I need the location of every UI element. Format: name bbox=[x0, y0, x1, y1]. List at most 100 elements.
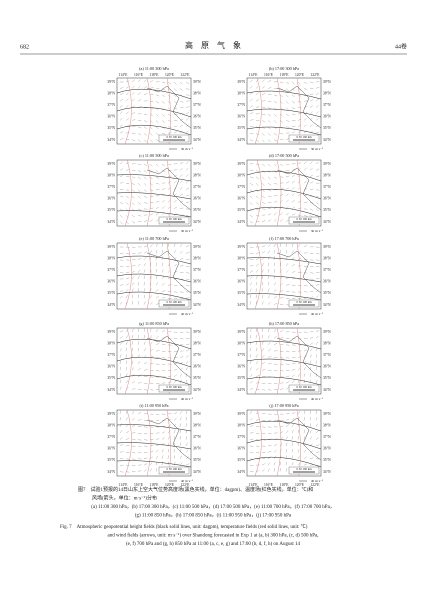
wind-arrow bbox=[155, 126, 159, 130]
lat-label: 35°N bbox=[323, 208, 331, 212]
wind-arrow bbox=[173, 88, 177, 92]
wind-arrow bbox=[173, 423, 176, 427]
wind-arrow bbox=[137, 263, 141, 267]
lat-label: 34°N bbox=[193, 470, 201, 474]
lat-label: 34°N bbox=[323, 138, 331, 142]
wind-arrow bbox=[179, 81, 183, 85]
wind-arrow bbox=[297, 442, 299, 447]
wind-arrow bbox=[309, 450, 314, 453]
wind-arrow bbox=[315, 444, 320, 447]
wind-arrow bbox=[167, 351, 172, 353]
wind-arrow bbox=[131, 79, 135, 83]
wind-arrow bbox=[297, 429, 299, 434]
wind-arrow bbox=[267, 139, 271, 142]
wind-arrow bbox=[315, 253, 320, 255]
wind-arrow bbox=[179, 101, 184, 103]
lon-label: 122°E bbox=[310, 483, 320, 487]
wind-arrow bbox=[137, 183, 141, 186]
wind-arrow bbox=[185, 112, 190, 115]
wind-arrow bbox=[179, 411, 183, 415]
wind-arrow bbox=[315, 360, 317, 365]
wind-arrow bbox=[155, 101, 160, 104]
lat-label: 35°N bbox=[323, 458, 331, 462]
wind-arrow bbox=[279, 283, 283, 286]
wind-arrow bbox=[185, 361, 189, 365]
wind-arrow bbox=[249, 195, 253, 199]
wind-arrow bbox=[291, 368, 296, 371]
lat-label: 36°N bbox=[323, 280, 331, 284]
wind-arrow bbox=[255, 176, 259, 180]
wind-arrow bbox=[185, 194, 190, 197]
wind-arrow bbox=[267, 335, 270, 339]
temperature-contour bbox=[276, 77, 282, 145]
wind-reference: 40 m·s⁻¹ bbox=[181, 397, 193, 401]
height-contour bbox=[116, 273, 192, 283]
wind-arrow bbox=[267, 80, 272, 83]
wind-arrow bbox=[131, 270, 136, 273]
wind-arrow bbox=[309, 266, 314, 268]
coastline bbox=[146, 335, 192, 379]
wind-arrow bbox=[291, 412, 296, 415]
wind-arrow bbox=[185, 379, 187, 384]
lat-label: 39°N bbox=[323, 412, 331, 416]
wind-arrow bbox=[185, 81, 190, 84]
wind-arrow bbox=[131, 335, 134, 339]
height-contour bbox=[116, 442, 192, 450]
wind-arrow bbox=[167, 94, 171, 98]
wind-arrow bbox=[185, 456, 189, 459]
wind-arrow bbox=[179, 88, 183, 91]
wind-arrow bbox=[161, 113, 165, 117]
lat-label: 35°N bbox=[193, 208, 201, 212]
wind-arrow bbox=[315, 295, 319, 299]
coastline bbox=[146, 417, 192, 461]
wind-arrow bbox=[161, 283, 165, 286]
panel-label: (e) 11:00 700 hPa bbox=[139, 236, 169, 241]
wind-arrow bbox=[279, 437, 283, 440]
wind-arrow bbox=[279, 363, 284, 365]
wind-arrow bbox=[291, 380, 295, 384]
wind-arrow bbox=[143, 245, 148, 248]
wind-arrow bbox=[119, 360, 121, 365]
wind-arrow bbox=[125, 417, 128, 421]
wind-arrow bbox=[137, 334, 139, 339]
wind-arrow bbox=[137, 470, 142, 472]
wind-arrow bbox=[267, 349, 271, 352]
wind-arrow bbox=[125, 271, 130, 273]
wind-arrow bbox=[143, 139, 147, 143]
wind-arrow bbox=[279, 170, 284, 172]
temperature-contour bbox=[124, 242, 132, 310]
wind-arrow bbox=[273, 303, 278, 305]
wind-arrow bbox=[291, 250, 294, 254]
wind-arrow bbox=[279, 461, 281, 466]
wind-arrow bbox=[249, 341, 251, 345]
wind-arrow bbox=[125, 354, 127, 358]
wind-arrow bbox=[167, 448, 169, 453]
wind-arrow bbox=[303, 285, 308, 287]
wind-arrow bbox=[285, 101, 289, 104]
wind-arrow bbox=[167, 81, 171, 85]
wind-arrow bbox=[173, 131, 178, 134]
wind-arrow bbox=[119, 202, 124, 205]
lat-label: 34°N bbox=[237, 220, 245, 224]
wind-arrow bbox=[273, 420, 278, 422]
wind-arrow bbox=[267, 120, 271, 123]
wind-arrow bbox=[285, 163, 290, 165]
lat-label: 34°N bbox=[323, 220, 331, 224]
wind-arrow bbox=[315, 124, 319, 127]
wind-arrow bbox=[155, 250, 158, 254]
lat-label: 35°N bbox=[193, 126, 201, 130]
wind-arrow bbox=[315, 195, 320, 198]
lat-label: 39°N bbox=[237, 245, 245, 249]
wind-arrow bbox=[131, 195, 135, 199]
wind-arrow bbox=[137, 126, 142, 129]
wind-arrow bbox=[185, 245, 190, 248]
wind-arrow bbox=[137, 347, 140, 352]
wind-arrow bbox=[185, 88, 190, 90]
wind-arrow bbox=[119, 111, 123, 115]
wind-arrow bbox=[261, 113, 266, 116]
wind-arrow bbox=[155, 133, 159, 136]
wind-arrow bbox=[167, 126, 172, 128]
wind-arrow bbox=[185, 355, 189, 358]
wind-arrow bbox=[279, 94, 283, 98]
height-contour bbox=[246, 456, 322, 468]
